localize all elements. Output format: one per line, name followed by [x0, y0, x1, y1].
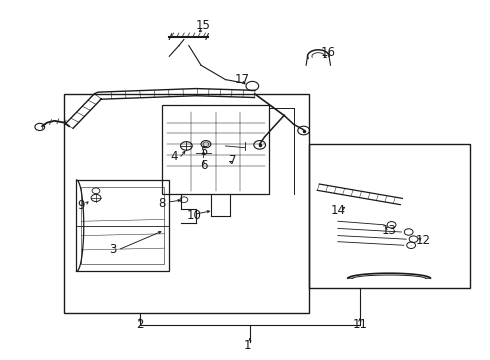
Text: 10: 10: [186, 210, 201, 222]
Text: 11: 11: [352, 318, 368, 331]
Text: 14: 14: [330, 204, 345, 217]
Bar: [162, 105, 270, 194]
Text: 5: 5: [200, 145, 207, 158]
Text: 7: 7: [229, 154, 237, 167]
Bar: [64, 94, 309, 313]
Text: 16: 16: [320, 46, 336, 59]
Bar: [309, 144, 470, 288]
Text: 2: 2: [136, 318, 144, 331]
Bar: [76, 180, 169, 271]
Text: 8: 8: [158, 197, 166, 210]
Text: 1: 1: [244, 339, 251, 352]
Text: 4: 4: [171, 150, 178, 163]
Text: 12: 12: [416, 234, 431, 247]
Bar: [81, 187, 164, 264]
Text: 13: 13: [382, 224, 396, 237]
Text: 6: 6: [200, 159, 207, 172]
Text: 9: 9: [77, 199, 85, 212]
Text: 3: 3: [109, 243, 117, 256]
Text: 17: 17: [235, 73, 250, 86]
Text: 15: 15: [196, 19, 211, 32]
